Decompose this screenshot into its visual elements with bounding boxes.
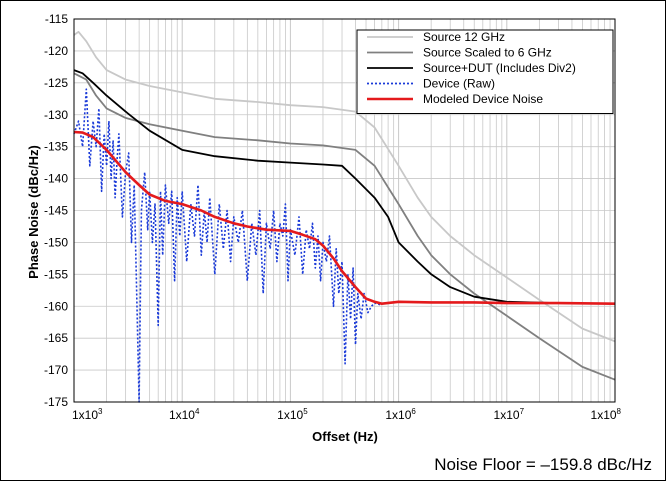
series-line-2 (73, 69, 616, 305)
y-tick-label: -145 (44, 204, 68, 218)
y-tick-label: -135 (44, 140, 68, 154)
x-tick-label: 1x103 (72, 407, 103, 422)
series-line-4 (73, 130, 616, 305)
y-tick-label: -130 (44, 108, 68, 122)
x-tick-label: 1x108 (591, 407, 622, 422)
y-tick-label: -175 (44, 395, 68, 409)
y-tick-label: -125 (44, 76, 68, 90)
y-tick-label: -150 (44, 235, 68, 249)
legend-label: Modeled Device Noise (423, 92, 543, 106)
y-tick-label: -115 (45, 12, 68, 26)
y-tick-label: -160 (44, 299, 68, 313)
x-tick-label: 1x105 (277, 407, 308, 422)
y-tick-label: -120 (44, 44, 68, 58)
series-line-3 (73, 88, 383, 403)
legend-label: Device (Raw) (423, 77, 495, 91)
series-line-0 (73, 30, 616, 343)
y-tick-label: -165 (44, 331, 68, 345)
y-tick-label: -140 (44, 172, 68, 186)
x-tick-label: 1x104 (169, 407, 200, 422)
legend-label: Source+DUT (Includes Div2) (423, 61, 576, 75)
plot-area-border (73, 18, 616, 403)
y-tick-label: -155 (44, 267, 68, 281)
y-tick-label: -170 (44, 363, 68, 377)
x-axis-label: Offset (Hz) (312, 429, 378, 444)
legend-label: Source Scaled to 6 GHz (423, 46, 552, 60)
x-tick-label: 1x106 (385, 407, 416, 422)
y-axis-label: Phase Noise (dBc/Hz) (26, 145, 41, 279)
series-line-1 (73, 72, 616, 381)
legend-label: Source 12 GHz (423, 30, 505, 44)
noise-floor-note: Noise Floor = –159.8 dBc/Hz (434, 455, 652, 474)
x-tick-label: 1x107 (494, 407, 525, 422)
